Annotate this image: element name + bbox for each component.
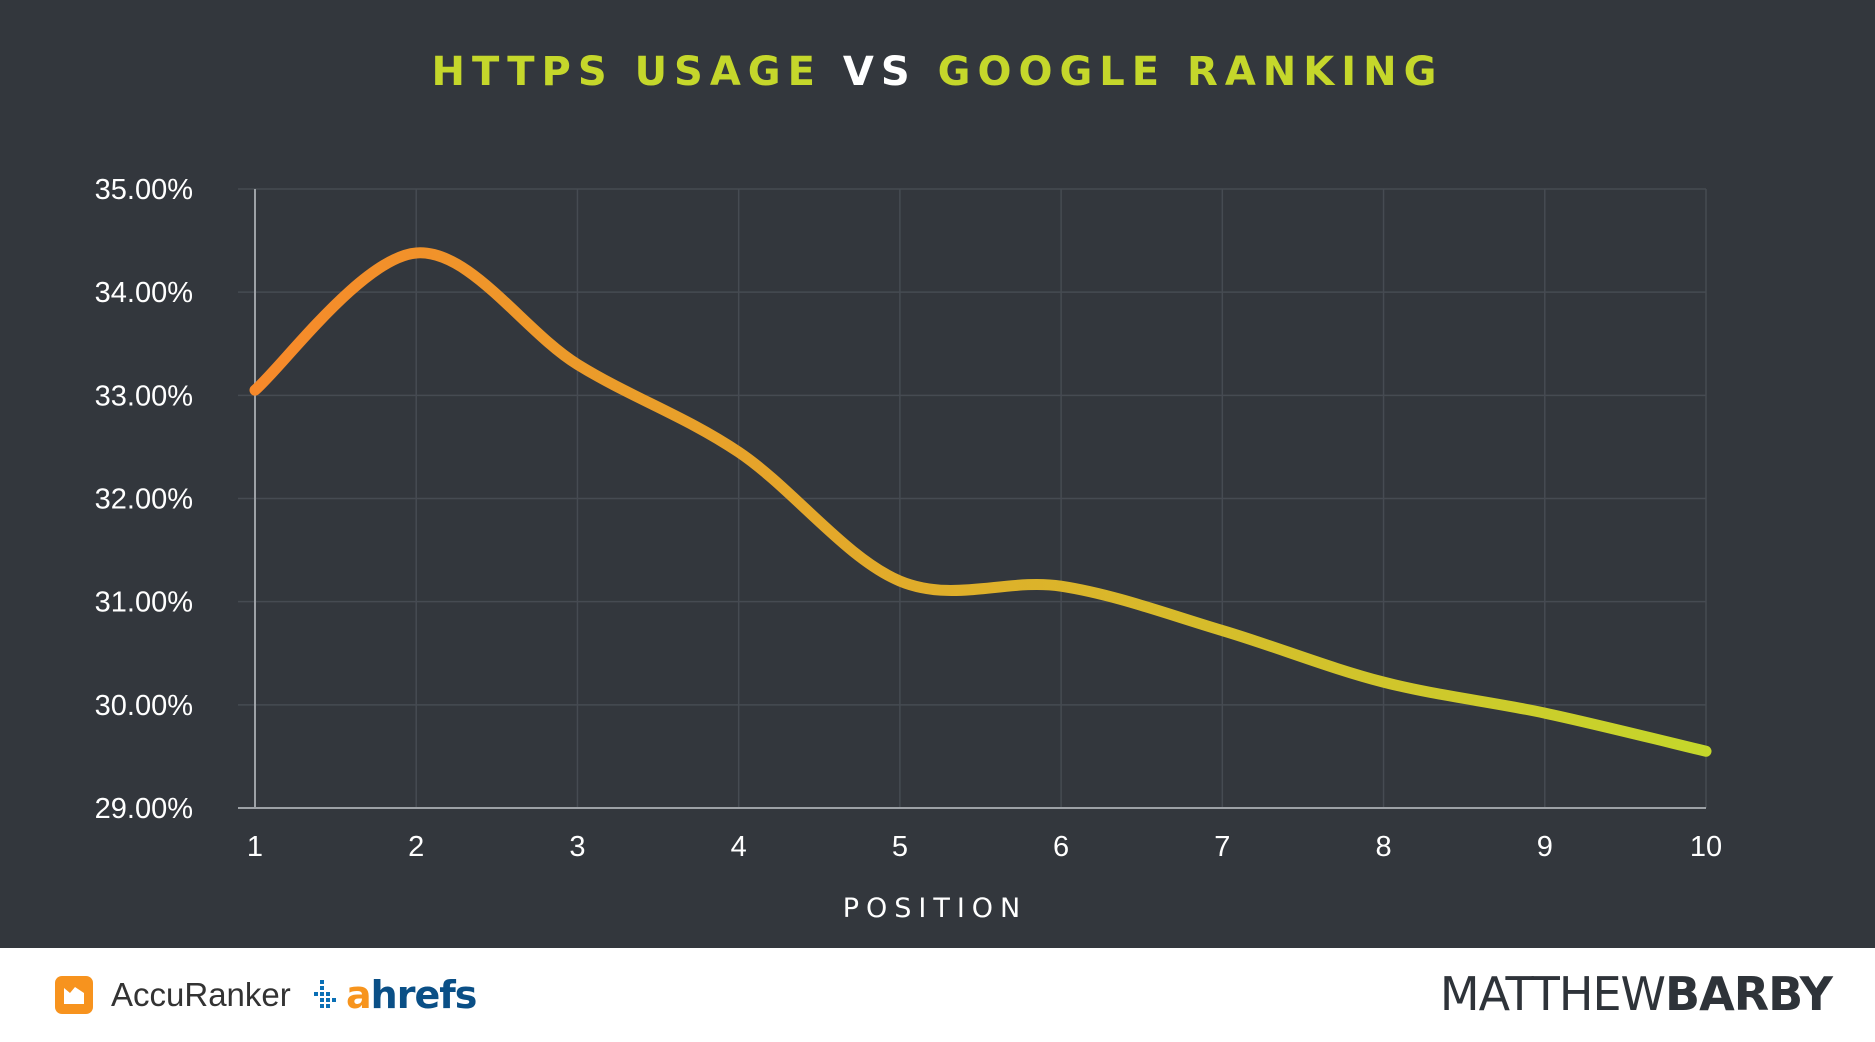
ahrefs-icon	[314, 980, 336, 1008]
y-axis-tick-labels: 35.00% 34.00% 33.00% 32.00% 31.00% 30.00% 29.0…	[95, 174, 193, 825]
chart-title: HTTPS USAGE VS GOOGLE RANKING	[0, 46, 1875, 98]
matthew-barby-logo: MATTHEWBARBY	[1439, 966, 1833, 1022]
y-tick-label: 29.00%	[95, 793, 193, 825]
y-tick-label: 31.00%	[95, 587, 193, 619]
ahrefs-name-rest: hrefs	[370, 973, 478, 1017]
author-last-name: BARBY	[1665, 967, 1833, 1021]
footer-branding: AccuRanker ahrefs MATTHE	[0, 948, 1875, 1042]
accuranker-name: AccuRanker	[111, 976, 291, 1013]
x-axis-label: POSITION	[843, 893, 1028, 924]
x-tick-label: 2	[408, 831, 424, 863]
ahrefs-name-a: a	[346, 973, 372, 1017]
accuranker-logo: AccuRanker	[55, 972, 291, 1018]
y-tick-label: 32.00%	[95, 484, 193, 516]
title-part-vs: VS	[842, 49, 917, 95]
x-tick-label: 10	[1690, 831, 1722, 863]
gridlines	[238, 188, 1707, 809]
y-tick-label: 35.00%	[95, 174, 193, 206]
x-axis-tick-labels: 1 2 3 4 5 6 7 8 9 10	[247, 831, 1722, 863]
x-tick-label: 3	[569, 831, 585, 863]
author-first-name: MATTHEW	[1439, 967, 1666, 1021]
title-part-google-ranking: GOOGLE RANKING	[937, 49, 1444, 95]
ahrefs-logo: ahrefs	[310, 970, 478, 1020]
y-tick-label: 30.00%	[95, 690, 193, 722]
x-tick-label: 4	[731, 831, 747, 863]
ahrefs-name: ahrefs	[346, 973, 478, 1017]
accuranker-icon	[55, 976, 93, 1014]
chart-panel: HTTPS USAGE VS GOOGLE RANKING 35.00% 34.0…	[0, 0, 1875, 948]
x-tick-label: 9	[1537, 831, 1553, 863]
y-tick-label: 33.00%	[95, 380, 193, 412]
series-line	[249, 247, 1712, 757]
axes	[238, 189, 1706, 809]
x-tick-label: 5	[892, 831, 908, 863]
y-tick-label: 34.00%	[95, 277, 193, 309]
line-chart: 35.00% 34.00% 33.00% 32.00% 31.00% 30.00% 29.0…	[95, 174, 1722, 924]
title-part-https-usage: HTTPS USAGE	[431, 49, 822, 95]
x-tick-label: 7	[1214, 831, 1230, 863]
series-layer	[249, 247, 1712, 757]
x-tick-label: 8	[1375, 831, 1391, 863]
x-tick-label: 6	[1053, 831, 1069, 863]
x-tick-label: 1	[247, 831, 263, 863]
